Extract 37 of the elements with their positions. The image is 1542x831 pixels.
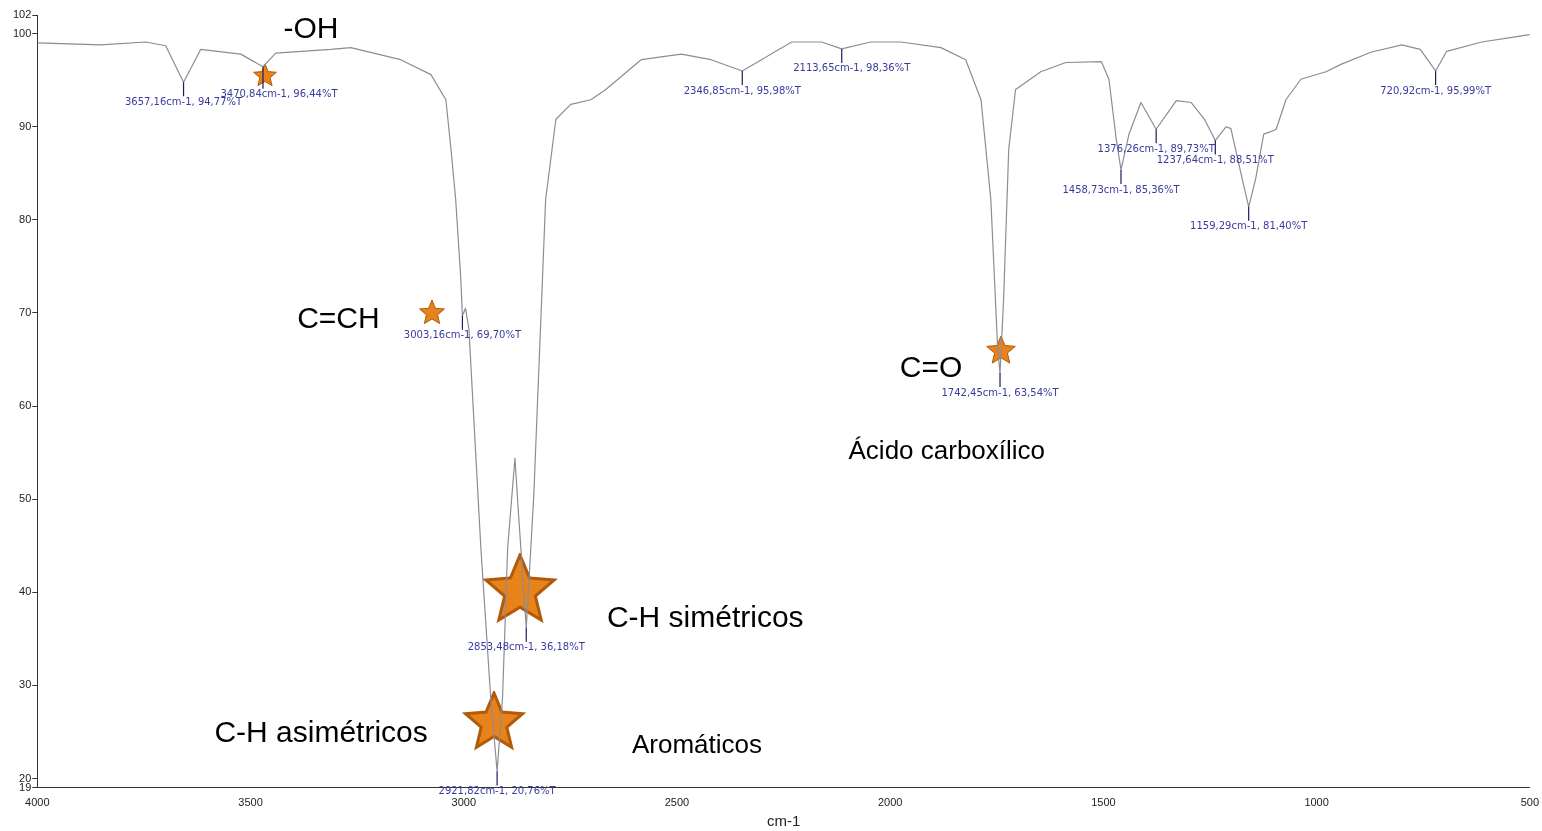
y-tick-label: 50	[19, 492, 32, 505]
annotation: 1237,64cm-1, 88,51%T	[1156, 154, 1275, 166]
annotation: 1458,73cm-1, 85,36%T	[1062, 183, 1181, 195]
y-tick-label: 60	[19, 399, 32, 412]
annotation: 2346,85cm-1, 95,98%T	[683, 84, 802, 96]
annotation: -OH	[283, 11, 339, 45]
annotation: Aromáticos	[631, 729, 763, 760]
y-tick-label: 102	[12, 8, 32, 21]
y-tick-label: 70	[19, 305, 32, 318]
x-axis-title: cm-1	[766, 812, 801, 830]
x-tick-label: 1000	[1304, 796, 1329, 809]
x-tick-label: 4000	[25, 796, 50, 809]
annotation: 2921,82cm-1, 20,76%T	[438, 785, 557, 797]
x-tick-label: 1500	[1091, 796, 1116, 809]
annotation: 1742,45cm-1, 63,54%T	[941, 386, 1060, 398]
annotation: 3003,16cm-1, 69,70%T	[403, 329, 522, 341]
x-tick-label: 3000	[451, 796, 477, 809]
annotation: 1376,26cm-1, 89,73%T	[1097, 142, 1216, 154]
y-tick-label: 90	[19, 119, 32, 132]
y-tick-label: 100	[12, 26, 32, 39]
x-tick-label: 2000	[877, 796, 903, 809]
annotation: Ácido carboxílico	[848, 435, 1046, 466]
y-tick-label: 20	[19, 771, 32, 784]
x-tick-label: 3500	[238, 796, 263, 809]
y-tick-label: 30	[19, 678, 32, 691]
annotation: C=CH	[297, 301, 380, 335]
annotation: 720,92cm-1, 95,99%T	[1380, 84, 1492, 96]
annotation: C-H simétricos	[606, 600, 804, 634]
annotation: 2853,48cm-1, 36,18%T	[467, 641, 586, 653]
x-tick-label: 500	[1520, 796, 1539, 809]
annotation: 1159,29cm-1, 81,40%T	[1190, 220, 1309, 232]
y-tick-label: 40	[19, 585, 32, 598]
x-tick-label: 2500	[664, 796, 690, 809]
annotation: C-H asimétricos	[214, 714, 428, 748]
annotation: C=O	[899, 350, 963, 384]
y-tick-label: 80	[19, 212, 32, 225]
annotation: 2113,65cm-1, 98,36%T	[793, 62, 912, 74]
